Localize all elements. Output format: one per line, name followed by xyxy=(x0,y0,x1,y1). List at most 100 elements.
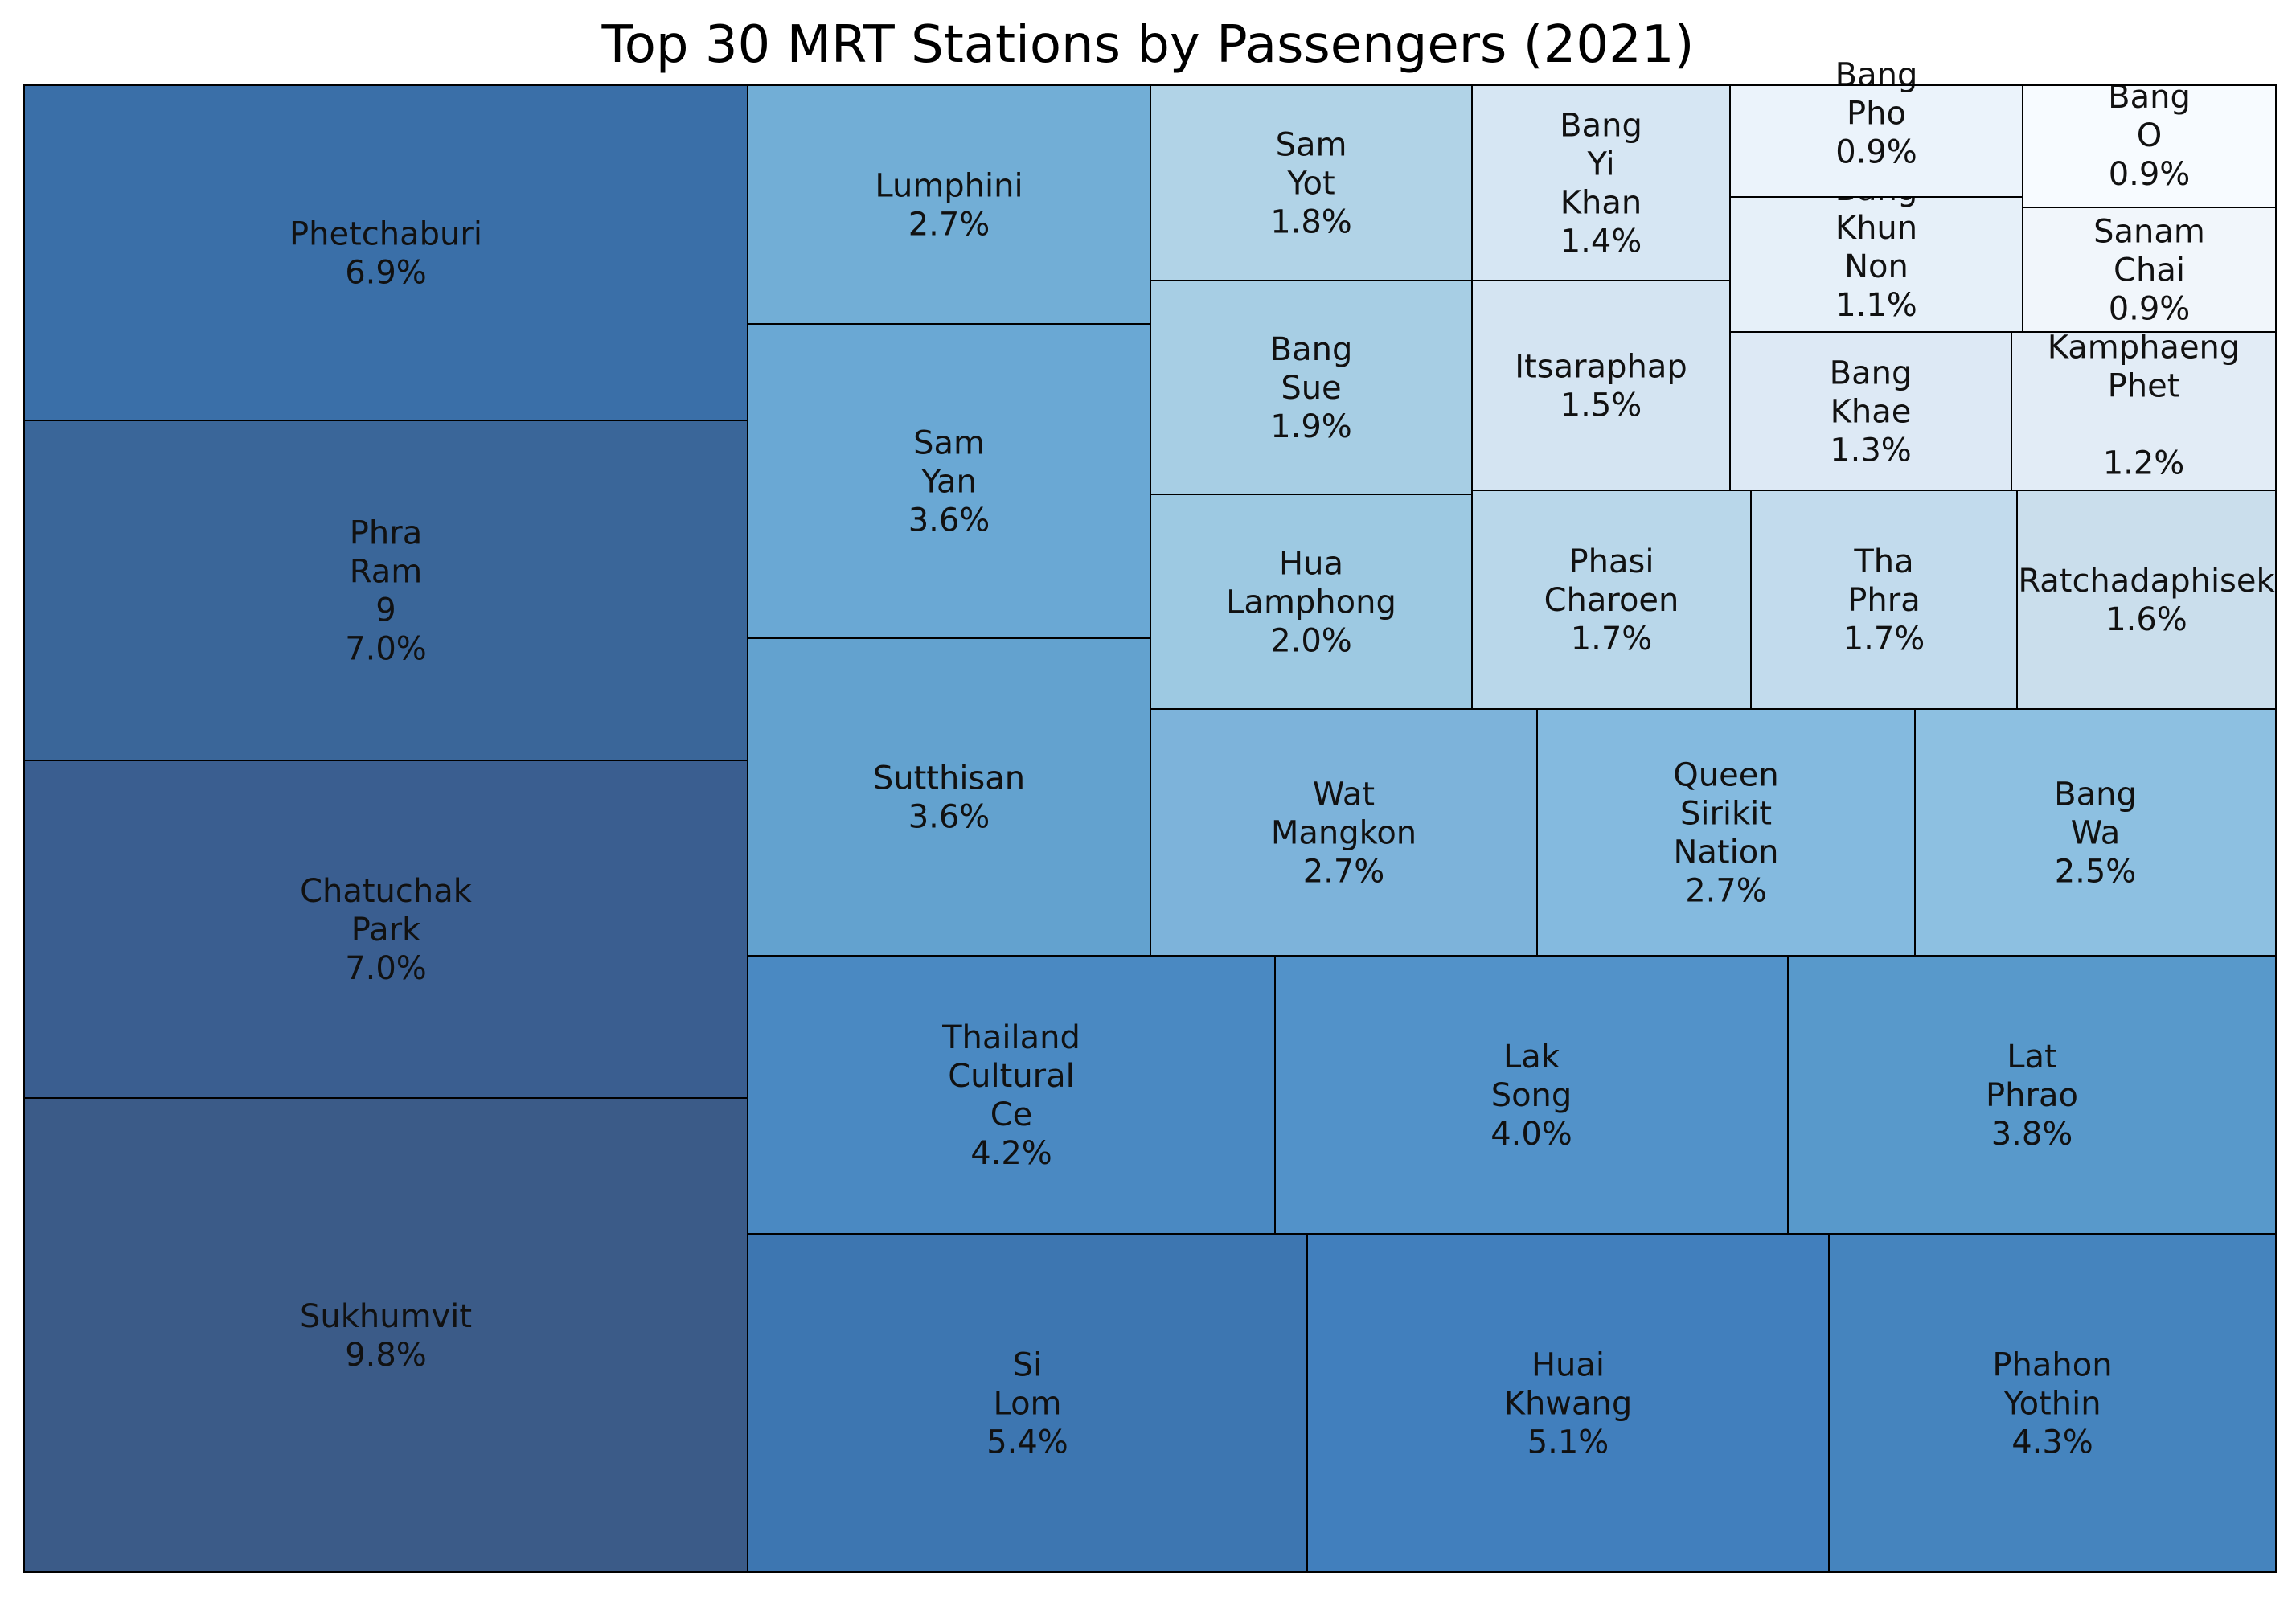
treemap-label-si-lom: Si Lom 5.4% xyxy=(986,1347,1068,1461)
treemap-cell-wat-mangkon: Wat Mangkon 2.7% xyxy=(1150,708,1538,957)
treemap-label-line: Nation xyxy=(1673,834,1778,871)
treemap-value-label: 7.0% xyxy=(345,631,427,668)
treemap-label-line: Bang xyxy=(1835,57,1918,94)
treemap-label-kamphaeng-phet: Kamphaeng Phet 1.2% xyxy=(2048,330,2241,482)
treemap-label-lat-phrao: Lat Phrao 3.8% xyxy=(1986,1039,2078,1153)
treemap-label-sutthisan: Sutthisan 3.6% xyxy=(873,760,1025,836)
treemap-label-bang-khae: Bang Khae 1.3% xyxy=(1830,355,1913,469)
treemap-cell-bang-sue: Bang Sue 1.9% xyxy=(1150,280,1473,495)
treemap-cell-lak-song: Lak Song 4.0% xyxy=(1274,955,1789,1235)
treemap-value-label: 1.6% xyxy=(2105,601,2187,638)
treemap-label-ratchadaphisek: Ratchadaphisek 1.6% xyxy=(2018,563,2275,638)
treemap-value-label: 1.7% xyxy=(1843,621,1925,658)
treemap-label-line: Wat xyxy=(1313,776,1375,813)
treemap-label-line: Kamphaeng xyxy=(2048,330,2241,367)
treemap-label-bang-pho: Bang Pho 0.9% xyxy=(1835,57,1918,171)
treemap-cell-chatuchak-park: Chatuchak Park 7.0% xyxy=(23,760,748,1099)
treemap-value-label: 2.7% xyxy=(1303,854,1385,891)
treemap-rect-lumphini xyxy=(747,84,1151,325)
treemap-label-line: Lak xyxy=(1503,1039,1560,1076)
treemap-label-line: Sue xyxy=(1281,370,1341,407)
treemap-value-label: 4.0% xyxy=(1490,1116,1572,1153)
treemap-label-line: 9 xyxy=(375,592,396,629)
treemap-label-line: Yot xyxy=(1286,166,1335,203)
treemap-label-line: Phahon xyxy=(1992,1347,2112,1384)
treemap-rect-bang-khun-non xyxy=(1729,196,2023,333)
treemap-value-label: 1.4% xyxy=(1560,223,1642,260)
treemap-label-sam-yot: Sam Yot 1.8% xyxy=(1270,127,1352,241)
treemap-cell-thailand-cultural-ce: Thailand Cultural Ce 4.2% xyxy=(747,955,1276,1235)
treemap-cell-huai-khwang: Huai Khwang 5.1% xyxy=(1306,1233,1830,1573)
treemap-cell-phetchaburi: Phetchaburi 6.9% xyxy=(23,84,748,421)
treemap-label-line: Pho xyxy=(1847,96,1906,133)
treemap-label-tha-phra: Tha Phra 1.7% xyxy=(1843,543,1925,658)
treemap-label-line: Hua xyxy=(1279,546,1343,583)
treemap-cell-lumphini: Lumphini 2.7% xyxy=(747,84,1151,325)
treemap-cell-hua-lamphong: Hua Lamphong 2.0% xyxy=(1150,494,1473,710)
treemap-label-line: Bang xyxy=(2108,79,2191,116)
treemap-cell-sanam-chai: Sanam Chai 0.9% xyxy=(2022,207,2277,333)
treemap-cell-sam-yot: Sam Yot 1.8% xyxy=(1150,84,1473,281)
treemap-label-line: Phrao xyxy=(1986,1077,2078,1114)
treemap-label-line: Huai xyxy=(1531,1347,1605,1384)
treemap-cell-si-lom: Si Lom 5.4% xyxy=(747,1233,1308,1573)
treemap-label-phahon-yothin: Phahon Yothin 4.3% xyxy=(1992,1347,2112,1461)
treemap-rect-si-lom xyxy=(747,1233,1308,1573)
treemap-label-huai-khwang: Huai Khwang 5.1% xyxy=(1504,1347,1633,1461)
treemap-value-label: 4.3% xyxy=(2011,1424,2093,1461)
treemap-label-sam-yan: Sam Yan 3.6% xyxy=(908,425,990,539)
treemap-label-line: Sutthisan xyxy=(873,760,1025,797)
treemap-label-line: Khun xyxy=(1835,210,1917,247)
treemap-label-line: Bang xyxy=(1560,108,1642,145)
treemap-label-line: Phasi xyxy=(1569,543,1654,580)
treemap-rect-lat-phrao xyxy=(1787,955,2277,1235)
treemap-rect-tha-phra xyxy=(1750,490,2018,710)
treemap-value-label: 5.1% xyxy=(1527,1424,1609,1461)
treemap-value-label: 2.7% xyxy=(908,207,990,244)
treemap-label-line: Yi xyxy=(1586,146,1614,183)
treemap-value-label: 1.8% xyxy=(1270,204,1352,241)
treemap-cell-kamphaeng-phet: Kamphaeng Phet 1.2% xyxy=(2011,330,2277,491)
treemap-rect-phasi-charoen xyxy=(1471,490,1752,710)
treemap-cell-lat-phrao: Lat Phrao 3.8% xyxy=(1787,955,2277,1235)
treemap-label-line: Khae xyxy=(1831,394,1912,431)
treemap-label-line: Lom xyxy=(993,1386,1061,1423)
treemap-label-hua-lamphong: Hua Lamphong 2.0% xyxy=(1226,546,1396,660)
treemap-rect-thailand-cultural-ce xyxy=(747,955,1276,1235)
treemap-label-line: Mangkon xyxy=(1271,815,1417,852)
treemap-cell-bang-khae: Bang Khae 1.3% xyxy=(1729,331,2012,491)
treemap-cell-sam-yan: Sam Yan 3.6% xyxy=(747,323,1151,639)
treemap-cell-itsaraphap: Itsaraphap 1.5% xyxy=(1471,280,1731,491)
treemap-label-line: Ratchadaphisek xyxy=(2018,563,2275,600)
treemap-cell-ratchadaphisek: Ratchadaphisek 1.6% xyxy=(2016,490,2277,710)
treemap-rect-bang-o xyxy=(2022,84,2277,208)
treemap-label-line: O xyxy=(2137,117,2162,154)
treemap-rect-sutthisan xyxy=(747,637,1151,957)
treemap-label-line: Wa xyxy=(2071,815,2121,852)
treemap-value-label: 0.9% xyxy=(2109,156,2191,193)
treemap-cell-bang-wa: Bang Wa 2.5% xyxy=(1914,708,2277,957)
treemap-cell-queen-sirikit-nation: Queen Sirikit Nation 2.7% xyxy=(1536,708,1916,957)
treemap-cell-bang-o: Bang O 0.9% xyxy=(2022,79,2277,208)
treemap-label-line: Phetchaburi xyxy=(289,216,482,253)
treemap-label-line: Thailand xyxy=(941,1019,1080,1056)
treemap-value-label: 1.2% xyxy=(2103,445,2185,482)
treemap-cell-phasi-charoen: Phasi Charoen 1.7% xyxy=(1471,490,1752,710)
treemap-label-line: Ram xyxy=(350,554,422,591)
treemap-rect-phetchaburi xyxy=(23,84,748,421)
treemap-label-line: Bang xyxy=(2054,776,2137,813)
treemap-rect-phahon-yothin xyxy=(1828,1233,2277,1573)
treemap-label-sanam-chai: Sanam Chai 0.9% xyxy=(2093,214,2205,328)
treemap-cell-sutthisan: Sutthisan 3.6% xyxy=(747,637,1151,957)
treemap-label-line: Si xyxy=(1013,1347,1043,1384)
treemap-value-label: 1.5% xyxy=(1560,387,1642,424)
treemap-label-sukhumvit: Sukhumvit 9.8% xyxy=(300,1298,472,1374)
treemap-rect-phra-ram-9 xyxy=(23,420,748,761)
treemap-value-label: 7.0% xyxy=(345,950,427,987)
treemap-cell-tha-phra: Tha Phra 1.7% xyxy=(1750,490,2018,710)
treemap-rect-ratchadaphisek xyxy=(2016,490,2277,710)
treemap-label-chatuchak-park: Chatuchak Park 7.0% xyxy=(300,873,473,987)
treemap-label-line: Charoen xyxy=(1544,582,1679,619)
plot-frame xyxy=(23,84,2277,1573)
